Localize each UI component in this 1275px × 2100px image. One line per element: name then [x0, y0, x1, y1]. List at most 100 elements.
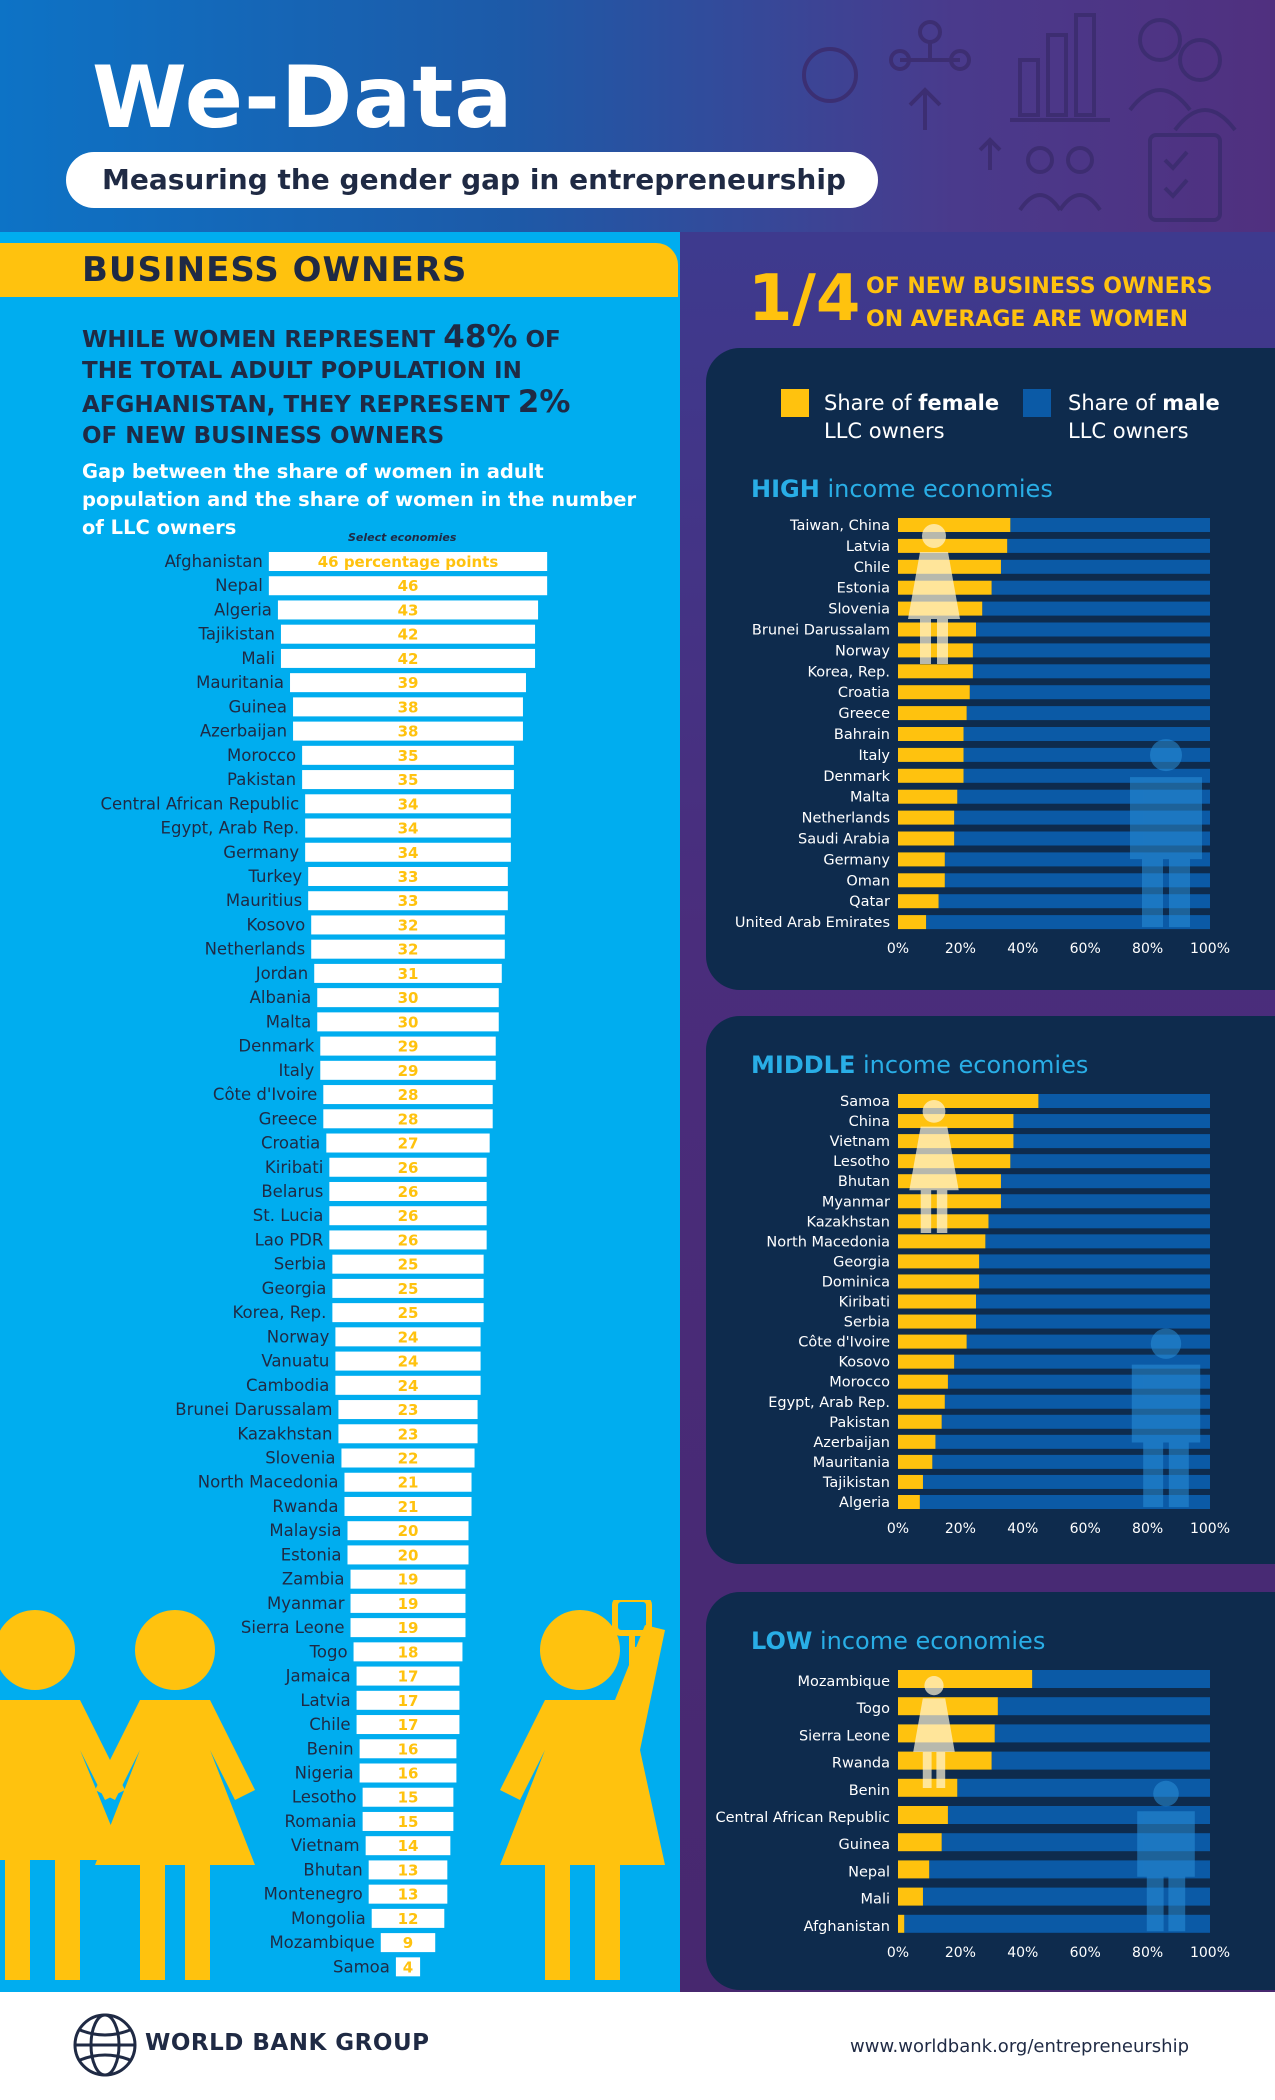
middle-income-title: MIDDLE income economies	[751, 1051, 1088, 1079]
gap-category-label: Albania	[250, 988, 312, 1007]
male-share-bar	[919, 1495, 1210, 1509]
arrow-up-icon	[908, 87, 942, 130]
economy-label: Côte d'Ivoire	[798, 1335, 890, 1351]
figure-body	[908, 552, 960, 664]
gap-category-label: Nigeria	[295, 1764, 354, 1783]
x-tick-label: 20%	[945, 1521, 976, 1537]
economy-label: China	[849, 1114, 890, 1130]
gap-bar	[359, 1739, 457, 1759]
gap-value-label: 25	[398, 1280, 419, 1298]
male-share-bar	[904, 1914, 1210, 1933]
gap-bar	[311, 915, 505, 935]
economy-label: Croatia	[838, 685, 890, 701]
gap-value-label: 13	[398, 1861, 419, 1879]
x-tick-label: 40%	[1007, 941, 1038, 957]
gap-value-label: 4	[403, 1958, 413, 1976]
gap-bar	[293, 721, 523, 741]
economy-label: Malta	[850, 790, 890, 806]
gap-bar	[308, 866, 508, 886]
male-share-bar	[985, 1234, 1210, 1249]
gap-bar	[280, 648, 536, 668]
gap-category-label: Vanuatu	[261, 1352, 329, 1371]
gap-value-label: 17	[398, 1716, 419, 1734]
gap-category-label: Mali	[241, 649, 275, 668]
legend-male-line1a: Share of	[1068, 391, 1163, 415]
gap-value-label: 38	[398, 723, 419, 741]
gap-bar	[320, 1036, 496, 1056]
gap-bar	[350, 1618, 466, 1638]
gap-bar	[305, 794, 511, 814]
male-share-bar	[991, 1751, 1210, 1770]
economy-label: Estonia	[837, 581, 890, 597]
footer-url[interactable]: www.worldbank.org/entrepreneurship	[850, 2036, 1190, 2057]
x-tick-label: 80%	[1132, 1945, 1163, 1961]
gap-value-label: 39	[398, 674, 419, 692]
gap-value-label: 34	[398, 820, 419, 838]
female-share-bar	[898, 789, 958, 804]
gap-category-label: Mozambique	[269, 1933, 374, 1952]
economy-label: Netherlands	[802, 811, 890, 827]
gap-bar	[335, 1327, 481, 1347]
select-economies-label: Select economies	[348, 531, 457, 544]
male-share-bar	[991, 580, 1210, 595]
gap-value-label: 30	[398, 989, 419, 1007]
page-title: We-Data	[92, 48, 514, 148]
fraction-text-1b: NEW BUSINESS OWNERS	[907, 274, 1213, 299]
org-name: WORLD BANK GROUP	[145, 2030, 430, 2056]
female-share-bar	[898, 1094, 1039, 1108]
gap-value-label: 29	[398, 1038, 419, 1056]
x-tick-label: 60%	[1070, 1945, 1101, 1961]
gap-category-label: Lao PDR	[255, 1230, 324, 1249]
fraction-text-2a: ON AVERAGE ARE	[866, 307, 1090, 332]
male-share-bar	[969, 685, 1210, 700]
economy-label: Mozambique	[797, 1674, 890, 1690]
middle-title-rest: income economies	[855, 1051, 1089, 1079]
gap-category-label: Central African Republic	[101, 794, 300, 813]
gap-bar	[368, 1884, 448, 1904]
gap-bar	[317, 988, 499, 1008]
male-share-bar	[957, 1778, 1210, 1797]
gap-bar	[311, 939, 505, 959]
gap-value-label: 23	[398, 1425, 419, 1443]
economy-label: Oman	[846, 873, 890, 889]
gap-bar	[308, 891, 508, 911]
figure-body	[913, 1698, 955, 1788]
gap-value-label: 35	[398, 747, 419, 765]
gap-category-label: Rwanda	[272, 1497, 338, 1516]
gap-value-label: 30	[398, 1013, 419, 1031]
gap-category-label: Bhutan	[303, 1860, 362, 1879]
gap-bar	[380, 1933, 436, 1953]
economy-label: Vietnam	[830, 1134, 890, 1150]
gap-value-label: 38	[398, 698, 419, 716]
gap-category-label: Mauritania	[196, 673, 284, 692]
gap-bar	[356, 1666, 460, 1686]
economy-label: Rwanda	[832, 1756, 890, 1772]
gap-value-label: 24	[398, 1353, 419, 1371]
x-tick-label: 0%	[887, 941, 909, 957]
economy-label: United Arab Emirates	[735, 915, 890, 931]
x-tick-label: 100%	[1190, 1521, 1230, 1537]
female-share-bar	[898, 1394, 945, 1409]
economy-label: Denmark	[823, 769, 890, 785]
female-figure-icon	[908, 524, 960, 664]
gap-value-label: 24	[398, 1328, 419, 1346]
male-share-bar	[1000, 559, 1210, 574]
gap-value-label: 28	[398, 1086, 419, 1104]
gap-value-label: 12	[398, 1910, 419, 1928]
headline-stat: WHILE WOMEN REPRESENT 48% OF THE TOTAL A…	[82, 322, 602, 452]
headline-pct-owners: 2%	[517, 384, 571, 420]
gap-bar	[338, 1400, 478, 1420]
male-share-bar	[976, 1314, 1210, 1329]
economy-label: Lesotho	[833, 1154, 890, 1170]
male-share-bar	[1013, 1114, 1210, 1129]
clipboard-icon	[1148, 133, 1222, 222]
fraction-stat: 1/4	[748, 262, 861, 336]
gap-category-label: Greece	[259, 1109, 318, 1128]
gap-value-label: 43	[398, 601, 419, 619]
gap-value-label: 32	[398, 941, 419, 959]
legend-male-line2: LLC owners	[1068, 419, 1189, 443]
gap-bar	[314, 963, 502, 983]
gap-bar	[332, 1254, 484, 1274]
economy-label: Greece	[838, 706, 890, 722]
gap-bar	[323, 1109, 493, 1129]
